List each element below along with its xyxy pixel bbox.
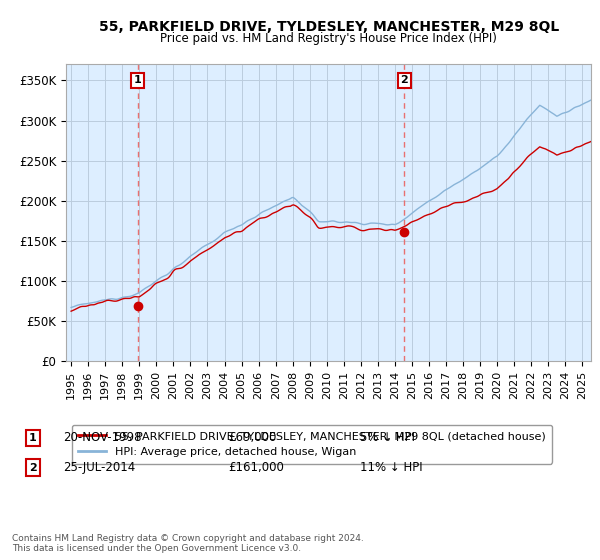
Text: 11% ↓ HPI: 11% ↓ HPI <box>360 461 422 474</box>
Text: 55, PARKFIELD DRIVE, TYLDESLEY, MANCHESTER, M29 8QL: 55, PARKFIELD DRIVE, TYLDESLEY, MANCHEST… <box>98 20 559 34</box>
Text: £161,000: £161,000 <box>228 461 284 474</box>
Text: Contains HM Land Registry data © Crown copyright and database right 2024.
This d: Contains HM Land Registry data © Crown c… <box>12 534 364 553</box>
Text: Price paid vs. HM Land Registry's House Price Index (HPI): Price paid vs. HM Land Registry's House … <box>160 32 497 45</box>
Text: 25-JUL-2014: 25-JUL-2014 <box>63 461 135 474</box>
Text: £69,000: £69,000 <box>228 431 277 445</box>
Text: 2: 2 <box>29 463 37 473</box>
Text: 2: 2 <box>400 76 408 86</box>
Text: 1: 1 <box>29 433 37 443</box>
Text: 20-NOV-1998: 20-NOV-1998 <box>63 431 142 445</box>
Legend: 55, PARKFIELD DRIVE, TYLDESLEY, MANCHESTER, M29 8QL (detached house), HPI: Avera: 55, PARKFIELD DRIVE, TYLDESLEY, MANCHEST… <box>71 424 553 464</box>
Text: 5% ↓ HPI: 5% ↓ HPI <box>360 431 415 445</box>
Text: 1: 1 <box>134 76 142 86</box>
